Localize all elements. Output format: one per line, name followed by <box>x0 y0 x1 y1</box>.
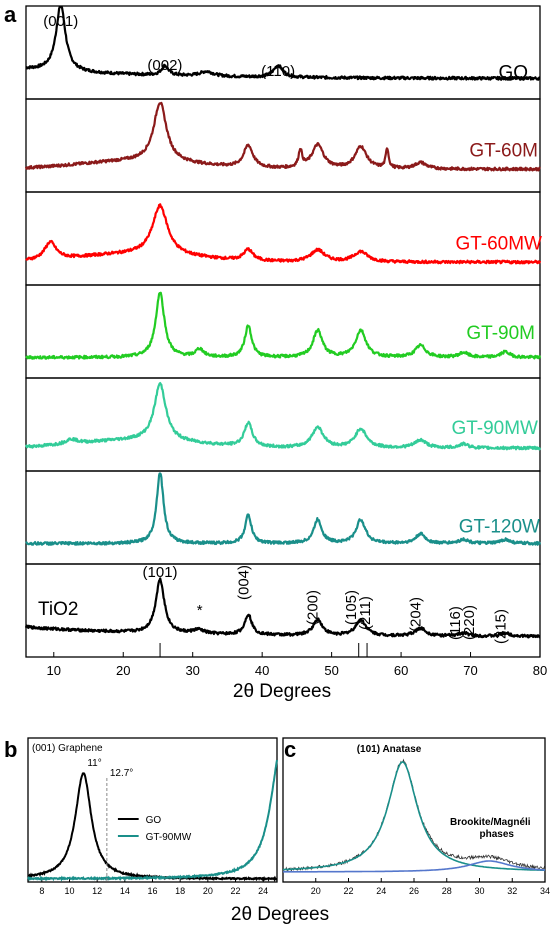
series-label-tio2: TiO2 <box>38 599 78 620</box>
x-tick-label: 30 <box>185 663 199 678</box>
series-label-gt-60m: GT-60M <box>469 141 538 162</box>
legend-label: GT-90MW <box>146 832 192 843</box>
peak-annotation: (215) <box>492 609 509 644</box>
strip-frame <box>25 284 541 379</box>
x-tick-label: 12 <box>92 886 102 896</box>
series-line-gt-90mw <box>27 759 278 882</box>
series-label-gt-60mw: GT-60MW <box>455 234 542 255</box>
x-tick-label: 28 <box>442 886 452 896</box>
peak-annotation: (004) <box>235 565 252 600</box>
panel-a-annotations: (001) (002) (110) (101) * (004) (200) (105)(211… <box>43 13 509 657</box>
x-tick-label: 34 <box>540 886 550 896</box>
strip-frame <box>25 5 541 100</box>
series-line-go <box>27 772 278 882</box>
peak-annotation: (110) <box>261 63 295 80</box>
series-line-gt-90m <box>25 291 542 360</box>
peak-annotation: 11° <box>87 758 101 769</box>
peak-annotation: (002) <box>147 57 182 74</box>
x-tick-label: 70 <box>463 663 477 678</box>
x-tick-label: 40 <box>255 663 269 678</box>
peak-annotation: (200) <box>305 590 322 625</box>
strip-gt-90m: GT-90M <box>25 284 542 379</box>
panel-a-x-axis-label: 2θ Degrees <box>233 681 331 702</box>
panel-b-letter: b <box>4 737 17 762</box>
peak-annotation: (105) <box>343 590 360 625</box>
panel-a-strips: GO GT-60M GT-60MW GT-90M GT-90MW GT-120W TiO2 <box>24 5 542 658</box>
x-tick-label: 20 <box>311 886 321 896</box>
panel-a-letter: a <box>4 2 17 27</box>
x-tick-label: 32 <box>507 886 517 896</box>
x-tick-label: 10 <box>64 886 74 896</box>
strip-frame <box>25 563 541 658</box>
x-tick-label: 22 <box>343 886 353 896</box>
peak-annotation: * <box>197 602 203 619</box>
x-tick-label: 30 <box>474 886 484 896</box>
panel-b-frame <box>27 737 278 883</box>
peak-annotation: (211) <box>357 596 374 630</box>
panel-b: b 8 10 12 14 16 18 20 22 24 (001) Graphene 11° 12.7… <box>4 737 278 896</box>
x-tick-label: 22 <box>230 886 240 896</box>
series-line-gt-60mw <box>25 203 542 265</box>
peak-annotation: 12.7° <box>110 768 133 779</box>
x-tick-label: 18 <box>175 886 185 896</box>
x-tick-label: 8 <box>39 886 44 896</box>
panel-c-letter: c <box>284 737 296 762</box>
strip-frame <box>25 98 541 193</box>
strip-gt-60m: GT-60M <box>24 98 541 193</box>
strip-gt-120w: GT-120W <box>25 470 542 565</box>
series-line-gt-120w <box>25 472 542 546</box>
fit-label-brookite: Brookite/Magnéli <box>450 817 531 828</box>
x-tick-label: 26 <box>409 886 419 896</box>
peak-annotation: (204) <box>408 597 425 632</box>
x-tick-label: 10 <box>47 663 61 678</box>
x-tick-label: 20 <box>203 886 213 896</box>
series-label-go: GO <box>498 63 528 84</box>
x-tick-label: 24 <box>376 886 386 896</box>
fit-label-phases: phases <box>480 829 515 840</box>
peak-annotation: (101) <box>143 564 178 581</box>
series-line-gt-90mw <box>24 382 542 451</box>
series-label-gt-90m: GT-90M <box>466 323 535 344</box>
panel-a-x-axis: 10 20 30 40 50 60 70 80 <box>47 652 547 678</box>
peak-annotation: (220) <box>461 605 478 640</box>
fit-line <box>282 761 546 872</box>
strip-gt-60mw: GT-60MW <box>25 191 542 286</box>
strip-go: GO <box>25 5 541 100</box>
x-tick-label: 24 <box>258 886 268 896</box>
series-line-go <box>25 5 541 81</box>
strip-tio2: TiO2 <box>24 563 541 658</box>
series-line-gt-60m <box>24 101 541 172</box>
x-tick-label: 20 <box>116 663 130 678</box>
fit-line <box>283 860 545 873</box>
x-tick-label: 50 <box>324 663 338 678</box>
x-tick-label: 14 <box>120 886 130 896</box>
x-tick-label: 16 <box>147 886 157 896</box>
x-tick-label: 80 <box>533 663 547 678</box>
series-label-gt-90mw: GT-90MW <box>451 418 538 439</box>
legend-label: GO <box>146 815 162 826</box>
panel-c-plot: 20 22 24 26 28 30 32 34 (101) Anatase Brookite/Ma… <box>282 737 550 896</box>
panel-c: c 20 22 24 26 28 30 32 34 (101) Anatase Brookite/… <box>282 737 550 896</box>
peak-annotation: (001) <box>43 13 78 30</box>
series-line-tio2 <box>24 577 541 639</box>
strip-gt-90mw: GT-90MW <box>24 377 542 472</box>
peak-annotation: (116) <box>447 606 464 640</box>
panel-b-title: (001) Graphene <box>32 743 103 754</box>
shared-x-axis-label: 2θ Degrees <box>231 904 329 925</box>
series-label-gt-120w: GT-120W <box>459 516 540 537</box>
fit-label-anatase: (101) Anatase <box>357 744 422 755</box>
panel-a: a GO GT-60M GT-60MW GT-90M GT-90MW GT-120W TiO… <box>4 2 547 702</box>
x-tick-label: 60 <box>394 663 408 678</box>
raw-data-line <box>282 758 546 873</box>
panel-c-frame <box>282 737 546 883</box>
panel-b-plot: 8 10 12 14 16 18 20 22 24 (001) Graphene 11° 12.7° G… <box>27 737 278 896</box>
